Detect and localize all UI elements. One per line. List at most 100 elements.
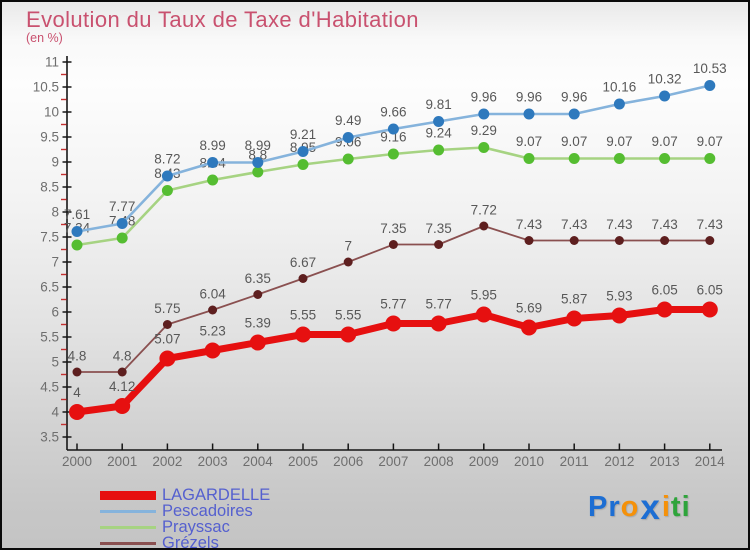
x-tick-label: 2011 <box>560 454 589 469</box>
data-point-prayssac <box>613 153 625 164</box>
data-point-lagardelle <box>249 334 266 351</box>
data-point-gr-zels <box>72 367 82 377</box>
x-tick-label: 2006 <box>333 454 363 469</box>
data-point-gr-zels <box>434 240 444 249</box>
data-point-pescadoires <box>116 218 128 229</box>
legend-swatch <box>100 525 156 529</box>
x-tick-label: 2004 <box>243 454 274 469</box>
x-tick-label: 2012 <box>604 454 634 469</box>
data-label-prayssac: 9.24 <box>425 126 452 141</box>
data-label-gr-zels: 4.8 <box>68 349 87 364</box>
y-tick-label: 8 <box>51 205 59 220</box>
legend-item-prayssac: Prayssac <box>100 518 270 536</box>
data-label-lagardelle: 5.93 <box>606 289 632 304</box>
data-label-gr-zels: 7.43 <box>651 217 677 232</box>
y-tick-label: 5 <box>51 355 59 370</box>
x-tick-label: 2009 <box>469 454 499 469</box>
data-point-pescadoires <box>342 132 354 143</box>
y-tick-label: 4.5 <box>40 380 59 395</box>
data-point-pescadoires <box>387 123 399 135</box>
data-label-gr-zels: 5.75 <box>154 301 180 316</box>
legend-item-lagardelle: LAGARDELLE <box>100 486 271 504</box>
data-label-prayssac: 8.8 <box>248 148 267 163</box>
data-point-pescadoires <box>161 170 173 182</box>
data-point-prayssac <box>478 142 490 153</box>
x-tick-label: 2005 <box>288 454 318 469</box>
data-label-lagardelle: 5.87 <box>561 292 587 307</box>
data-label-pescadoires: 10.53 <box>693 61 727 76</box>
data-point-prayssac <box>161 185 173 196</box>
x-tick-label: 2008 <box>424 454 454 469</box>
legend-swatch <box>100 490 156 500</box>
data-point-lagardelle <box>656 301 673 318</box>
page-subtitle: (en %) <box>26 31 63 45</box>
legend-swatch <box>100 541 156 545</box>
data-point-pescadoires <box>297 146 309 157</box>
data-label-lagardelle: 4 <box>73 385 81 400</box>
data-label-pescadoires: 9.96 <box>516 90 542 105</box>
data-point-pescadoires <box>659 90 671 102</box>
data-label-pescadoires: 8.99 <box>199 138 225 153</box>
data-point-gr-zels <box>298 274 308 283</box>
data-point-gr-zels <box>614 236 624 245</box>
data-point-lagardelle <box>566 310 583 327</box>
data-point-gr-zels <box>208 305 218 315</box>
data-label-prayssac: 9.07 <box>606 134 632 149</box>
x-tick-label: 2014 <box>695 454 726 469</box>
data-point-gr-zels <box>117 367 127 377</box>
x-tick-label: 2013 <box>650 454 680 469</box>
data-label-prayssac: 9.16 <box>380 130 406 145</box>
data-point-pescadoires <box>523 108 535 120</box>
data-label-gr-zels: 7.43 <box>561 217 587 232</box>
y-tick-label: 11 <box>45 55 59 70</box>
data-point-lagardelle <box>114 398 131 414</box>
data-label-pescadoires: 8.99 <box>245 138 271 153</box>
logo-letter: P <box>588 491 609 523</box>
data-label-pescadoires: 7.61 <box>64 207 90 222</box>
legend-item-label: LAGARDELLE <box>162 486 271 504</box>
data-label-gr-zels: 7 <box>344 239 352 254</box>
data-label-gr-zels: 6.04 <box>199 287 226 302</box>
legend: LAGARDELLE Pescadoires Prayssac Grézels <box>100 486 271 550</box>
x-tick-label: 2000 <box>62 454 92 469</box>
data-point-prayssac <box>523 153 535 164</box>
data-label-pescadoires: 9.66 <box>380 105 406 120</box>
data-point-lagardelle <box>159 350 176 367</box>
legend-item-label: Prayssac <box>162 518 230 536</box>
logo-letter: o <box>620 491 640 523</box>
data-label-pescadoires: 10.32 <box>648 72 682 87</box>
data-label-lagardelle: 5.69 <box>516 301 542 316</box>
data-label-gr-zels: 6.67 <box>290 255 316 270</box>
y-tick-label: 7 <box>51 255 59 270</box>
data-label-pescadoires: 7.77 <box>109 199 135 214</box>
x-tick-label: 2002 <box>152 454 182 469</box>
data-label-prayssac: 9.07 <box>651 134 677 149</box>
data-label-gr-zels: 6.35 <box>245 271 271 286</box>
data-label-pescadoires: 9.96 <box>471 90 497 105</box>
data-label-pescadoires: 9.49 <box>335 113 361 128</box>
data-point-pescadoires <box>568 108 580 120</box>
legend-item-gr-zels: Grézels <box>100 534 270 550</box>
logo-letter: t <box>670 491 682 523</box>
data-point-gr-zels <box>705 236 715 245</box>
data-point-pescadoires <box>71 226 83 237</box>
data-label-pescadoires: 8.72 <box>154 152 180 167</box>
y-tick-label: 9 <box>51 155 59 170</box>
y-tick-label: 6 <box>51 305 59 320</box>
data-point-prayssac <box>342 153 354 165</box>
data-point-pescadoires <box>433 116 445 127</box>
data-label-pescadoires: 9.81 <box>425 97 451 112</box>
y-tick-label: 6.5 <box>40 280 59 295</box>
data-label-gr-zels: 7.35 <box>380 221 406 236</box>
data-point-lagardelle <box>204 342 221 359</box>
data-label-gr-zels: 7.43 <box>697 217 723 232</box>
x-tick-label: 2001 <box>107 454 137 469</box>
data-point-gr-zels <box>479 221 489 231</box>
data-label-lagardelle: 6.05 <box>651 283 677 298</box>
y-tick-label: 5.5 <box>40 330 59 345</box>
legend-item-label: Grézels <box>162 534 219 550</box>
legend-swatch <box>100 509 156 513</box>
data-label-gr-zels: 4.8 <box>113 349 132 364</box>
data-point-lagardelle <box>430 315 447 332</box>
data-point-gr-zels <box>162 320 172 329</box>
